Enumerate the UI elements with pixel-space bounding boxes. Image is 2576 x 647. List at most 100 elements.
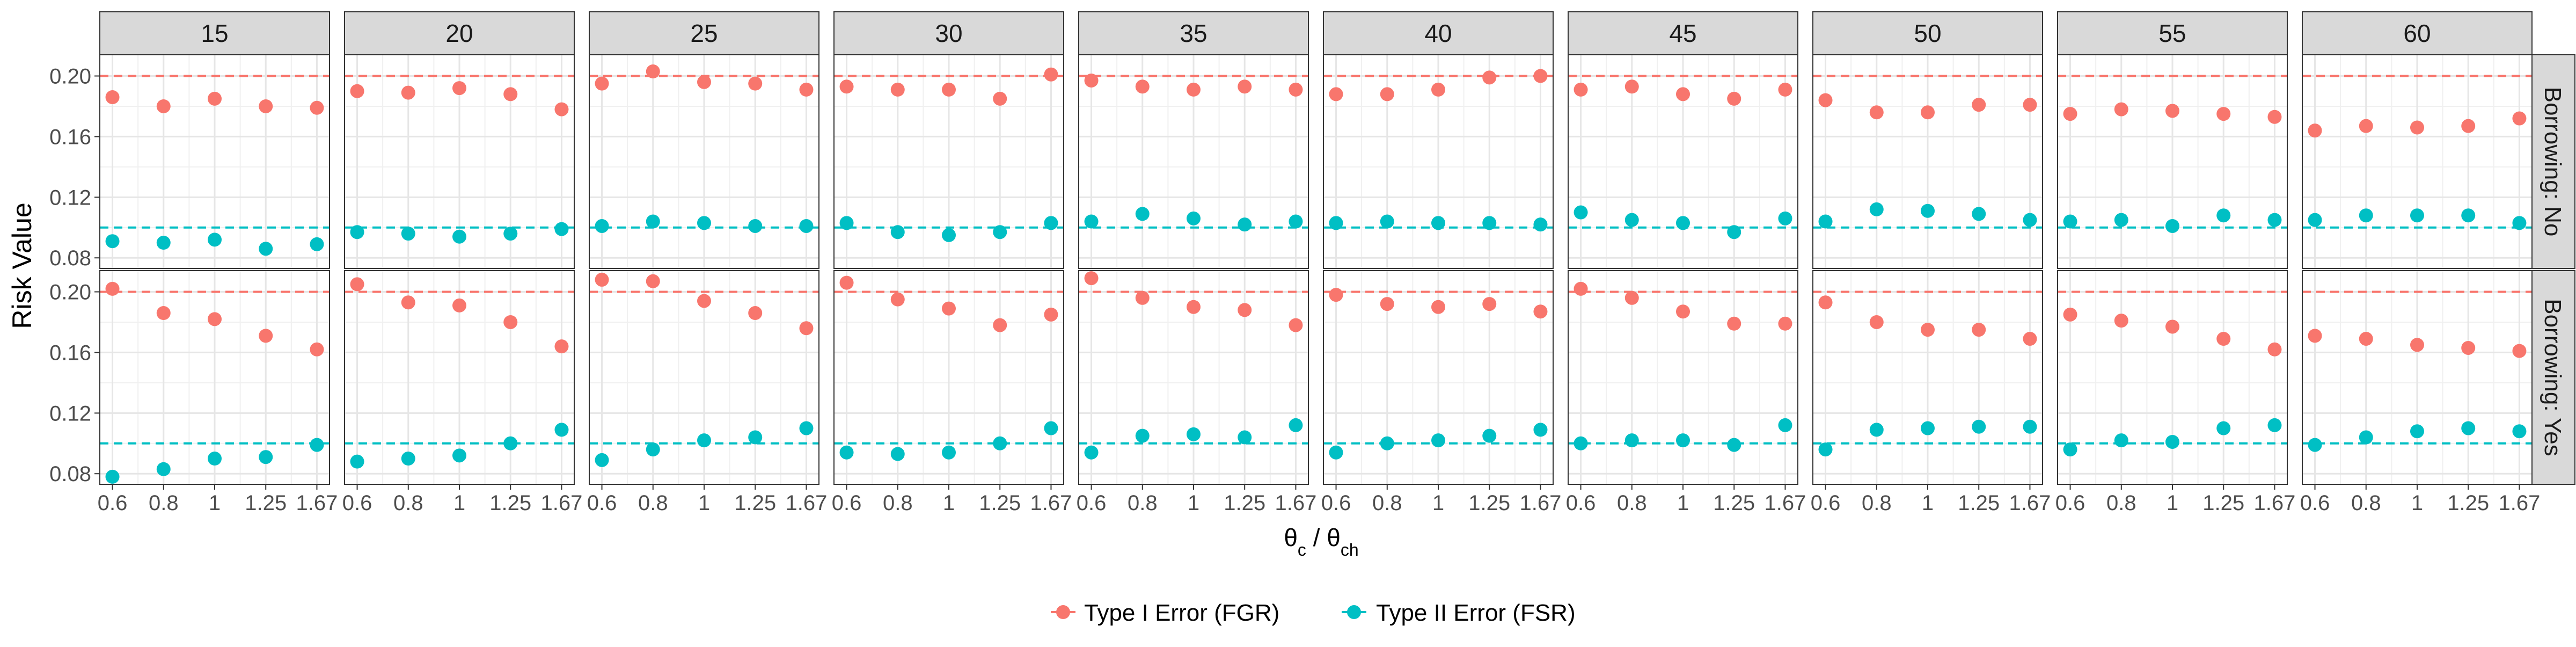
data-point-type-ii [1431,433,1445,448]
data-point-type-ii [2023,213,2037,227]
data-point-type-ii [1676,216,1690,230]
x-axis-title-theta-c: θ [1284,524,1298,551]
data-point-type-i [1574,281,1588,296]
data-point-type-i [259,329,273,343]
data-point-type-ii [1818,214,1833,229]
data-point-type-ii [2359,430,2373,445]
x-tick-label: 0.8 [393,491,423,515]
data-point-type-ii [554,222,569,236]
data-point-type-i [1921,323,1935,337]
data-point-type-i [1187,82,1201,97]
data-point-type-i [646,64,660,79]
data-point-type-i [503,87,518,101]
data-point-type-i [2359,119,2373,133]
panel-borrowing-yes-50 [1812,270,2043,485]
column-strip-label: 45 [1669,19,1696,47]
data-point-type-i [2114,102,2128,117]
column-strip-background [2302,11,2533,55]
column-strip-50: 50 [1812,11,2043,55]
data-point-type-ii [1380,436,1394,450]
panel-border [1812,54,2043,269]
column-strip-background [1812,11,2043,55]
data-point-type-ii [890,447,905,461]
data-point-type-ii [208,452,222,466]
data-point-type-i [646,274,660,288]
data-point-type-ii [503,436,518,450]
data-point-type-ii [2267,418,2282,432]
data-point-type-ii [310,237,324,251]
data-point-type-i [2410,120,2424,135]
data-point-type-ii [697,216,711,230]
data-point-type-i [2063,307,2077,322]
data-point-type-ii [1289,214,1303,229]
data-point-type-i [1289,318,1303,332]
data-point-type-ii [503,227,518,241]
data-point-type-ii [2216,208,2231,223]
x-tick-label: 1 [1677,491,1689,515]
data-point-type-i [799,321,814,336]
data-point-type-ii [2308,213,2322,227]
x-tick-label: 1.25 [2447,491,2489,515]
data-point-type-ii [1727,438,1741,452]
data-point-type-ii [259,242,273,256]
data-point-type-i [1482,297,1497,311]
data-point-type-ii [1778,211,1792,226]
x-tick-label: 1.25 [1958,491,2000,515]
data-point-type-ii [1624,433,1639,448]
data-point-type-i [2216,107,2231,121]
x-tick-label: 1 [2411,491,2423,515]
data-point-type-ii [156,236,171,250]
data-point-type-ii [1329,445,1343,460]
data-point-type-i [799,82,814,97]
data-point-type-ii [401,452,415,466]
panel-borrowing-yes-45 [1568,270,1798,485]
x-tick-label: 1.67 [541,491,583,515]
data-point-type-i [1187,300,1201,314]
data-point-type-ii [1482,428,1497,443]
panel-borrowing-no-15 [99,54,330,269]
data-point-type-i [839,275,854,290]
x-axis-title-slash: / θ [1306,524,1341,551]
x-axis-title-sub-ch: ch [1341,540,1359,559]
panel-borrowing-yes-35 [1078,270,1309,485]
data-point-type-ii [1869,423,1884,437]
data-point-type-i [1238,79,1252,94]
data-point-type-ii [1533,423,1548,437]
y-tick-label: 0.16 [49,341,91,365]
data-point-type-ii [1778,418,1792,432]
data-point-type-i [942,301,956,316]
data-point-type-ii [1431,216,1445,230]
panel-borrowing-yes-15 [99,270,330,485]
y-tick-label: 0.08 [49,246,91,270]
data-point-type-ii [2308,438,2322,452]
data-point-type-ii [1187,427,1201,441]
data-point-type-i [2165,104,2179,118]
x-tick-label: 1.67 [1765,491,1806,515]
panel-borrowing-no-50 [1812,54,2043,269]
data-point-type-i [2023,98,2037,112]
column-strip-label: 60 [2403,19,2431,47]
data-point-type-ii [646,442,660,457]
data-point-type-ii [1084,445,1099,460]
data-point-type-i [1869,315,1884,329]
data-point-type-i [1818,295,1833,310]
data-point-type-i [1727,316,1741,331]
data-point-type-ii [839,445,854,460]
data-point-type-i [2512,344,2527,358]
x-tick-label: 1 [1188,491,1199,515]
panel-border [1078,54,1309,269]
data-point-type-ii [1676,433,1690,448]
data-point-type-ii [1921,203,1935,218]
x-tick-label: 0.6 [832,491,862,515]
data-point-type-i [401,295,415,310]
column-strip-label: 15 [201,19,228,47]
x-tick-label: 1.25 [734,491,776,515]
data-point-type-ii [2512,424,2527,439]
x-tick-label: 0.6 [587,491,617,515]
data-point-type-ii [2410,424,2424,439]
data-point-type-ii [350,454,364,469]
legend-item-type-ii: Type II Error (FSR) [1342,600,1576,626]
column-strip-25: 25 [589,11,819,55]
legend-label-type-i: Type I Error (FGR) [1084,600,1279,626]
column-strip-60: 60 [2302,11,2533,55]
